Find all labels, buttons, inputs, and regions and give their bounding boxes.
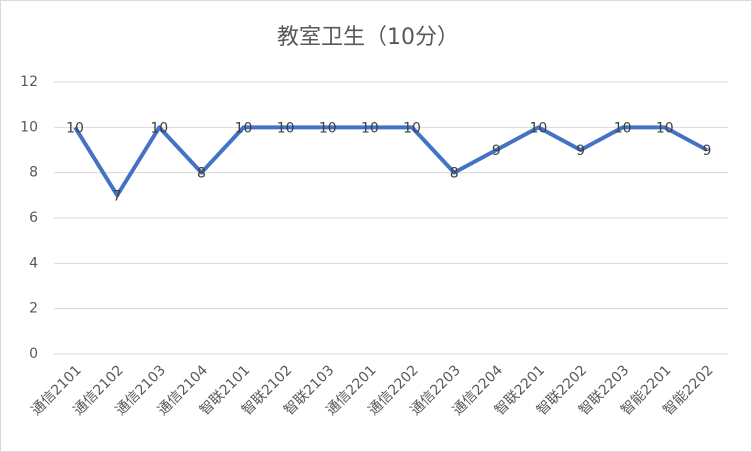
data-label: 10 xyxy=(319,120,337,136)
line xyxy=(73,125,708,198)
data-label: 10 xyxy=(614,120,632,136)
y-tick-label: 0 xyxy=(29,346,38,362)
data-label: 7 xyxy=(113,188,122,204)
data-label: 9 xyxy=(492,143,501,159)
data-label: 10 xyxy=(530,120,548,136)
y-tick-label: 12 xyxy=(20,74,38,90)
data-label: 8 xyxy=(450,166,459,182)
data-label: 10 xyxy=(403,120,421,136)
data-label: 9 xyxy=(702,143,711,159)
data-label: 10 xyxy=(361,120,379,136)
y-tick-label: 8 xyxy=(29,165,38,181)
data-label: 10 xyxy=(277,120,295,136)
data-label: 10 xyxy=(150,120,168,136)
data-label: 9 xyxy=(576,143,585,159)
data-label: 10 xyxy=(235,120,253,136)
y-tick-label: 6 xyxy=(29,210,38,226)
y-tick-label: 10 xyxy=(20,119,38,135)
y-tick-label: 4 xyxy=(29,255,38,271)
y-tick-label: 2 xyxy=(29,301,38,317)
data-label: 10 xyxy=(66,120,84,136)
data-label: 8 xyxy=(197,166,206,182)
chart-title: 教室卫生（10分） xyxy=(277,25,459,50)
data-label: 10 xyxy=(656,120,674,136)
